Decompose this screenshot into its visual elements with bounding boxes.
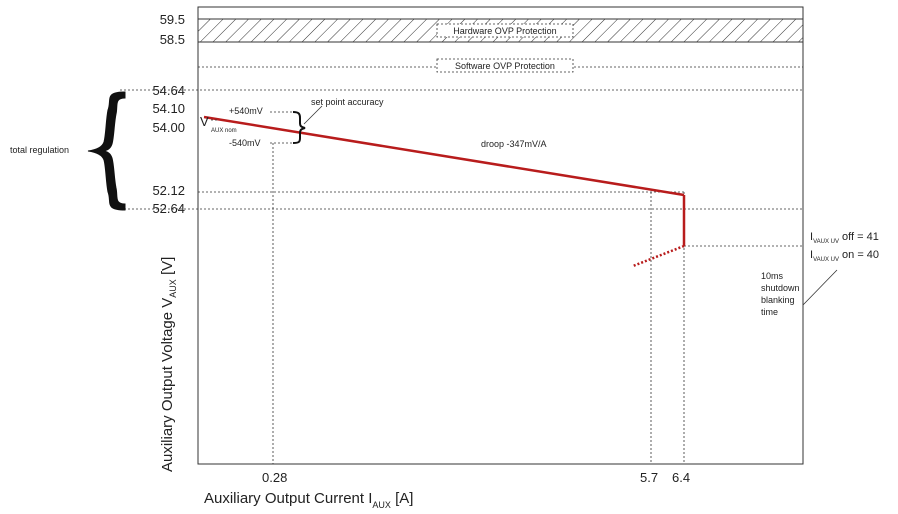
hardware-ovp-label: Hardware OVP Protection (453, 26, 556, 36)
software-ovp-label-box (436, 58, 574, 73)
x-tick-label: 5.7 (640, 470, 658, 485)
uv-on-sub: VAUX UV (813, 257, 839, 263)
y-tick-label: 59.5 (160, 12, 185, 27)
total-regulation-label: total regulation (10, 145, 69, 155)
v-aux-nom-sub: AUX nom (211, 128, 237, 134)
v-aux-nom-label: V (200, 114, 209, 129)
y-axis-title: Auxiliary Output Voltage VAUX [V] (159, 257, 178, 472)
uv-on-rest: on = 40 (839, 249, 879, 261)
y-tick-label: 52.64 (152, 201, 185, 216)
blanking-line: time (761, 307, 778, 317)
blanking-line: blanking (761, 295, 795, 305)
x-axis-title-rest: [A] (391, 490, 414, 507)
y-axis-title-main: Auxiliary Output Voltage V (159, 298, 176, 472)
y-tick-label: 54.64 (152, 83, 185, 98)
y-tick-label: 54.00 (152, 120, 185, 135)
set-point-brace (292, 111, 306, 144)
v-aux-nom-main: V (200, 114, 209, 129)
uv-on-label: IVAUX UV on = 40 (810, 249, 879, 263)
y-tick-label: 54.10 (152, 101, 185, 116)
set-point-leader (303, 105, 323, 125)
y-tick-label: 58.5 (160, 32, 185, 47)
x-tick-label: 0.28 (262, 470, 287, 485)
x-axis-title-main: Auxiliary Output Current I (204, 490, 372, 507)
hardware-ovp-label-box (436, 23, 574, 38)
x-tick-label: 6.4 (672, 470, 690, 485)
uv-on-main: I (810, 249, 813, 261)
software-ovp-label: Software OVP Protection (455, 61, 555, 71)
x-axis-title-sub: AUX (372, 500, 391, 510)
y-axis-title-sub: AUX (168, 279, 178, 298)
droop-label: droop -347mV/A (481, 139, 547, 149)
x-axis-title: Auxiliary Output Current IAUX [A] (204, 490, 413, 510)
uv-off-rest: off = 41 (839, 231, 879, 243)
minus-540mv-label: -540mV (229, 138, 261, 148)
blanking-line: 10ms (761, 271, 784, 281)
uv-off-label: IVAUX UV off = 41 (810, 231, 879, 245)
foldback-dotted (632, 244, 685, 268)
plot-frame (197, 6, 804, 465)
blanking-leader (802, 269, 838, 306)
uv-off-main: I (810, 231, 813, 243)
total-regulation-brace (87, 91, 126, 211)
blanking-line: shutdown (761, 283, 800, 293)
droop-line (203, 115, 685, 197)
set-point-accuracy-label: set point accuracy (311, 97, 384, 107)
uv-off-sub: VAUX UV (813, 239, 839, 245)
plus-540mv-label: +540mV (229, 106, 263, 116)
y-tick-label: 52.12 (152, 183, 185, 198)
y-axis-title-rest: [V] (159, 257, 176, 280)
